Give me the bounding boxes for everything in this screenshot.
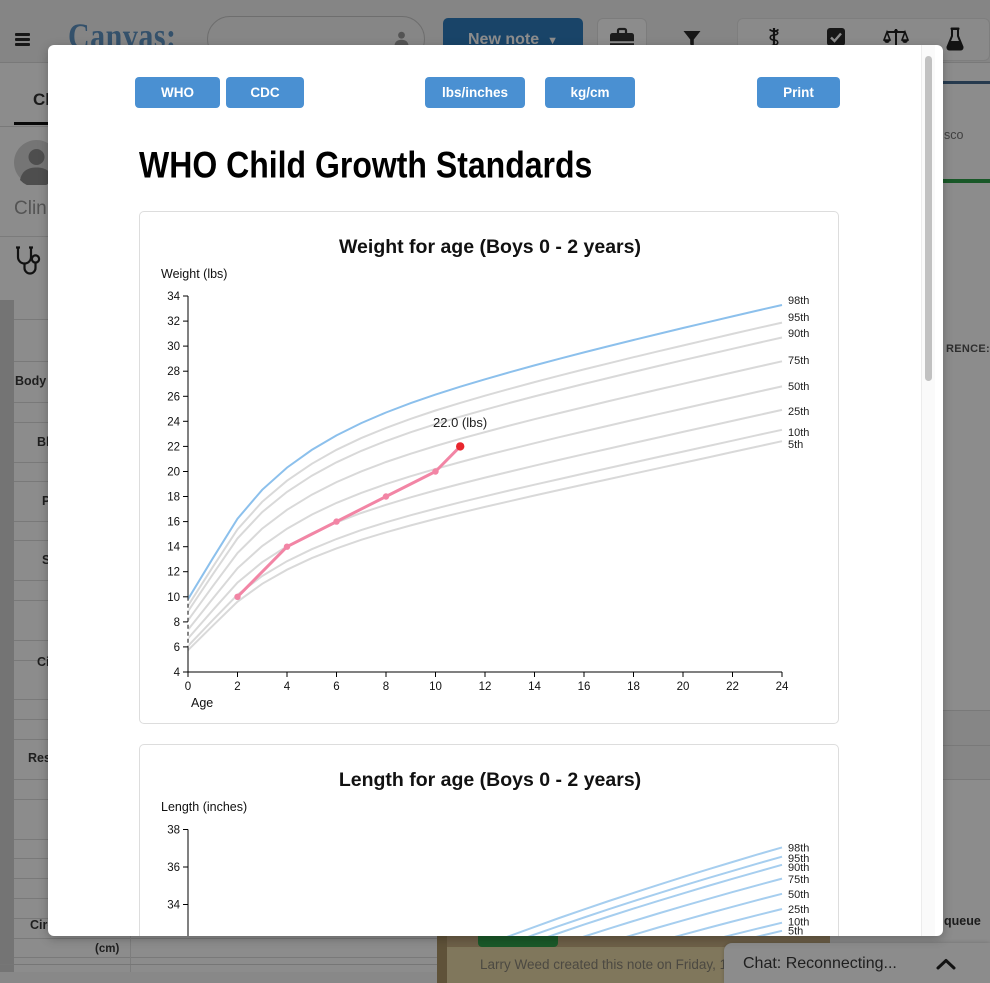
svg-text:10th: 10th: [788, 917, 809, 929]
svg-text:4: 4: [284, 681, 291, 693]
svg-text:75th: 75th: [788, 355, 809, 367]
svg-text:6: 6: [174, 642, 180, 654]
svg-text:14: 14: [167, 542, 180, 554]
svg-text:34: 34: [167, 291, 180, 303]
svg-text:12: 12: [479, 681, 492, 693]
svg-text:0: 0: [185, 681, 191, 693]
svg-text:12: 12: [167, 567, 180, 579]
svg-text:10th: 10th: [788, 427, 809, 439]
svg-text:Weight (lbs): Weight (lbs): [161, 267, 227, 281]
svg-text:10: 10: [167, 592, 180, 604]
svg-text:Length (inches): Length (inches): [161, 800, 247, 814]
svg-text:26: 26: [167, 391, 180, 403]
svg-text:38: 38: [167, 825, 180, 837]
svg-text:Weight for age (Boys 0 - 2 yea: Weight for age (Boys 0 - 2 years): [339, 236, 641, 258]
svg-text:14: 14: [528, 681, 541, 693]
svg-text:6: 6: [333, 681, 339, 693]
svg-text:30: 30: [167, 341, 180, 353]
svg-text:75th: 75th: [788, 874, 809, 886]
svg-text:18: 18: [167, 492, 180, 504]
svg-text:20: 20: [167, 467, 180, 479]
svg-text:95th: 95th: [788, 853, 809, 865]
svg-text:2: 2: [234, 681, 240, 693]
svg-text:8: 8: [383, 681, 389, 693]
svg-text:98th: 98th: [788, 295, 809, 307]
svg-text:90th: 90th: [788, 862, 809, 874]
svg-text:22: 22: [167, 441, 180, 453]
svg-text:Length for age (Boys 0 - 2 yea: Length for age (Boys 0 - 2 years): [339, 769, 641, 791]
svg-text:50th: 50th: [788, 889, 809, 901]
svg-text:98th: 98th: [788, 843, 809, 855]
svg-text:28: 28: [167, 366, 180, 378]
svg-text:34: 34: [167, 900, 180, 912]
svg-text:22.0 (lbs): 22.0 (lbs): [433, 415, 487, 430]
svg-text:16: 16: [167, 517, 180, 529]
svg-text:24: 24: [776, 681, 789, 693]
svg-text:4: 4: [174, 667, 181, 679]
svg-text:16: 16: [578, 681, 591, 693]
svg-text:32: 32: [167, 316, 180, 328]
svg-text:95th: 95th: [788, 312, 809, 324]
svg-text:8: 8: [174, 617, 180, 629]
svg-text:50th: 50th: [788, 381, 809, 393]
svg-text:90th: 90th: [788, 328, 809, 340]
svg-text:36: 36: [167, 862, 180, 874]
svg-text:24: 24: [167, 416, 180, 428]
svg-text:20: 20: [677, 681, 690, 693]
svg-text:25th: 25th: [788, 904, 809, 916]
svg-text:22: 22: [726, 681, 739, 693]
svg-text:5th: 5th: [788, 926, 803, 937]
svg-text:Age: Age: [191, 696, 213, 710]
svg-text:18: 18: [627, 681, 640, 693]
svg-text:25th: 25th: [788, 406, 809, 418]
svg-text:10: 10: [429, 681, 442, 693]
svg-text:5th: 5th: [788, 439, 803, 451]
